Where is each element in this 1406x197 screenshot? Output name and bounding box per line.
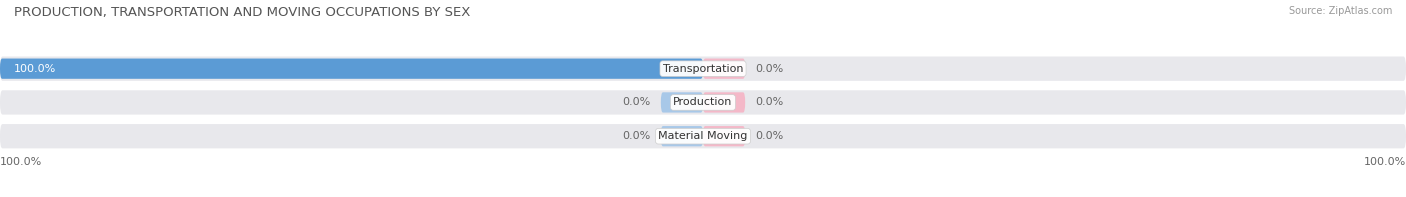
Text: Transportation: Transportation [662,64,744,74]
Text: 100.0%: 100.0% [0,157,42,167]
Text: Source: ZipAtlas.com: Source: ZipAtlas.com [1288,6,1392,16]
Text: Material Moving: Material Moving [658,131,748,141]
FancyBboxPatch shape [703,92,745,112]
Legend: Male, Female: Male, Female [643,195,763,197]
Text: 0.0%: 0.0% [756,64,785,74]
Text: 0.0%: 0.0% [621,98,650,107]
FancyBboxPatch shape [0,57,1406,81]
Text: 100.0%: 100.0% [14,64,56,74]
FancyBboxPatch shape [661,92,703,112]
Text: 0.0%: 0.0% [756,131,785,141]
Text: 100.0%: 100.0% [1364,157,1406,167]
FancyBboxPatch shape [703,126,745,146]
Text: PRODUCTION, TRANSPORTATION AND MOVING OCCUPATIONS BY SEX: PRODUCTION, TRANSPORTATION AND MOVING OC… [14,6,471,19]
Text: 0.0%: 0.0% [621,131,650,141]
Text: Production: Production [673,98,733,107]
FancyBboxPatch shape [703,59,745,79]
FancyBboxPatch shape [0,90,1406,115]
FancyBboxPatch shape [0,59,703,79]
FancyBboxPatch shape [0,124,1406,148]
FancyBboxPatch shape [661,126,703,146]
Text: 0.0%: 0.0% [756,98,785,107]
